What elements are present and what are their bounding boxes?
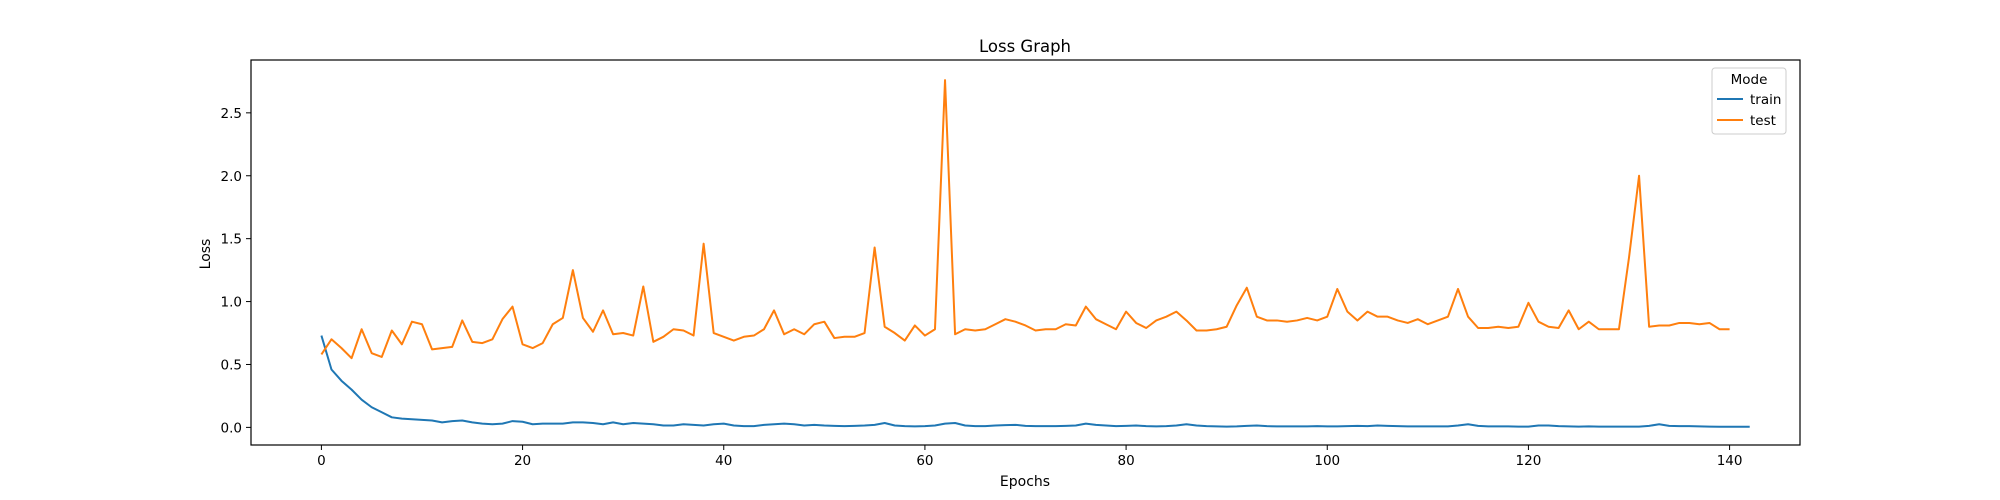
x-tick-label: 0 xyxy=(317,453,326,469)
y-tick-label: 0.5 xyxy=(221,357,242,373)
x-tick-label: 140 xyxy=(1717,453,1743,469)
y-tick-label: 1.0 xyxy=(221,295,242,311)
x-axis-label: Epochs xyxy=(1000,474,1050,490)
legend-box xyxy=(1711,67,1787,135)
y-tick-label: 0.0 xyxy=(221,420,242,436)
legend-title: Mode xyxy=(1731,72,1768,88)
y-tick-label: 2.5 xyxy=(221,106,242,122)
y-tick-label: 1.5 xyxy=(221,232,242,248)
x-tick-label: 60 xyxy=(916,453,933,469)
x-tick-label: 100 xyxy=(1314,453,1340,469)
plot-frame xyxy=(250,59,1801,446)
legend-label-train: train xyxy=(1750,92,1781,108)
legend: Mode train test xyxy=(1711,67,1787,135)
x-tick-label: 20 xyxy=(514,453,531,469)
plot-area xyxy=(320,79,1750,428)
x-tick-label: 40 xyxy=(715,453,732,469)
chart-title: Loss Graph xyxy=(979,37,1071,56)
legend-label-test: test xyxy=(1750,113,1776,129)
x-tick-label: 80 xyxy=(1117,453,1134,469)
axis-ticks: 0 20 40 60 80 100 120 140 0.0 0.5 1.0 1.5 2.0 2.5 xyxy=(221,106,1743,469)
y-tick-label: 2.0 xyxy=(221,169,242,185)
series-line-train xyxy=(320,335,1750,428)
series-line-test xyxy=(320,79,1730,360)
x-tick-label: 120 xyxy=(1516,453,1542,469)
y-axis-label: Loss xyxy=(198,239,214,270)
